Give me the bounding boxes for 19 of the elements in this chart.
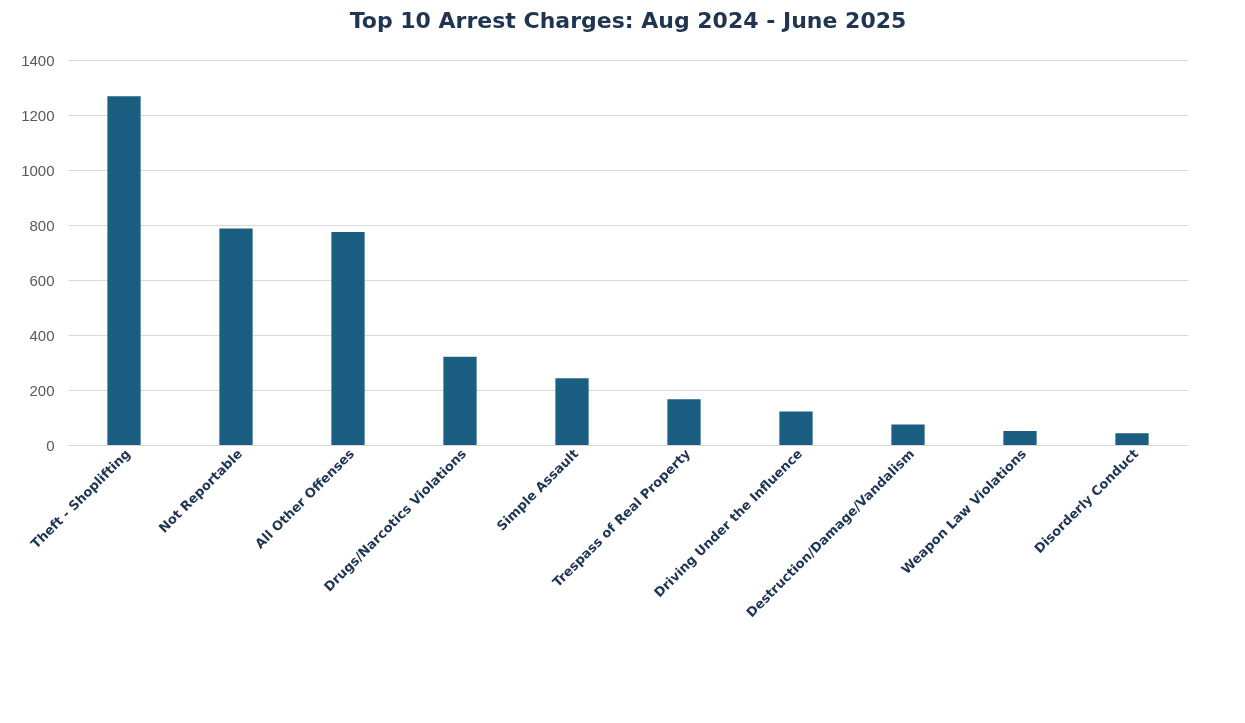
y-tick-label: 1200 (21, 106, 55, 124)
y-tick-label: 200 (29, 381, 55, 399)
bar (891, 424, 925, 445)
bar (1115, 433, 1149, 445)
bar (219, 228, 253, 445)
bar (1003, 430, 1037, 445)
y-tick-label: 1400 (21, 51, 55, 69)
y-tick-label: 800 (29, 216, 55, 234)
bar (667, 399, 701, 445)
chart-title: Top 10 Arrest Charges: Aug 2024 - June 2025 (349, 8, 907, 33)
bar (555, 378, 589, 445)
y-tick-label: 0 (46, 436, 55, 454)
bar (779, 411, 813, 445)
y-tick-label: 1000 (21, 161, 55, 179)
bar (107, 96, 141, 445)
y-tick-label: 400 (29, 326, 55, 344)
bar (443, 356, 477, 445)
y-tick-label: 600 (29, 271, 55, 289)
bar (331, 231, 365, 445)
